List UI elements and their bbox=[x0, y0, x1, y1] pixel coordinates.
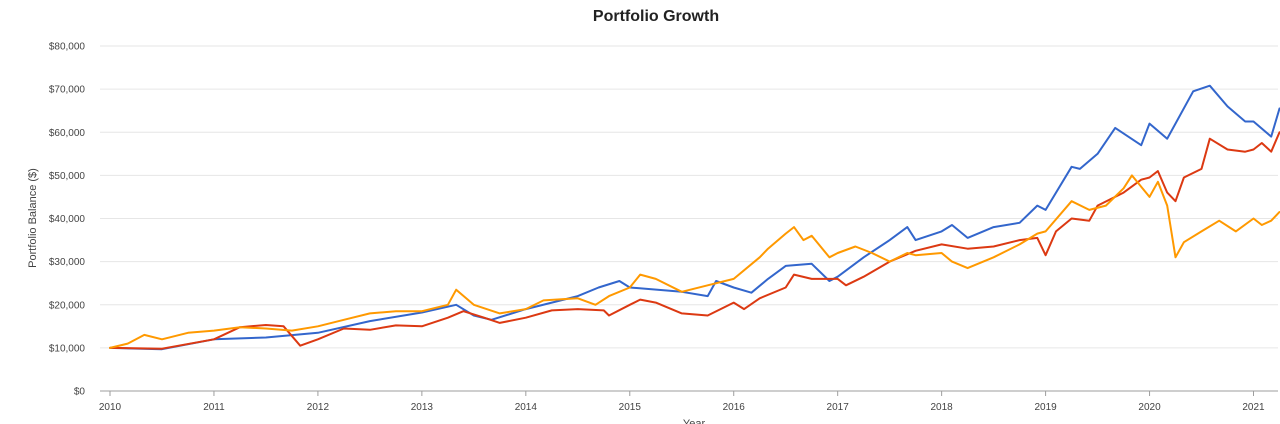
y-tick-label: $10,000 bbox=[49, 343, 86, 354]
y-tick-label: $80,000 bbox=[49, 42, 86, 53]
x-tick-label: 2016 bbox=[723, 402, 746, 413]
x-tick-label: 2014 bbox=[515, 402, 538, 413]
x-tick-label: 2015 bbox=[619, 402, 642, 413]
x-tick-label: 2012 bbox=[307, 402, 330, 413]
x-tick-label: 2010 bbox=[99, 402, 122, 413]
y-tick-label: $30,000 bbox=[49, 257, 86, 268]
y-tick-label: $70,000 bbox=[49, 85, 86, 96]
y-tick-label: $50,000 bbox=[49, 171, 86, 182]
x-tick-label: 2018 bbox=[931, 402, 954, 413]
x-tick-label: 2017 bbox=[827, 402, 850, 413]
y-tick-label: $20,000 bbox=[49, 300, 86, 311]
y-axis-title: Portfolio Balance ($) bbox=[27, 168, 39, 268]
x-tick-label: 2021 bbox=[1242, 402, 1265, 413]
chart-title: Portfolio Growth bbox=[592, 8, 720, 25]
y-tick-label: $60,000 bbox=[49, 128, 86, 139]
x-tick-label: 2013 bbox=[411, 402, 434, 413]
series-line-1 bbox=[109, 84, 1280, 351]
x-tick-label: 2020 bbox=[1138, 402, 1161, 413]
x-tick-label: 2011 bbox=[203, 402, 225, 413]
x-axis-title: Year bbox=[683, 418, 706, 424]
series-line-2 bbox=[109, 131, 1280, 350]
x-tick-label: 2019 bbox=[1034, 402, 1057, 413]
y-tick-label: $0 bbox=[74, 387, 86, 398]
y-tick-label: $40,000 bbox=[49, 214, 86, 225]
series-line-3 bbox=[109, 174, 1280, 349]
